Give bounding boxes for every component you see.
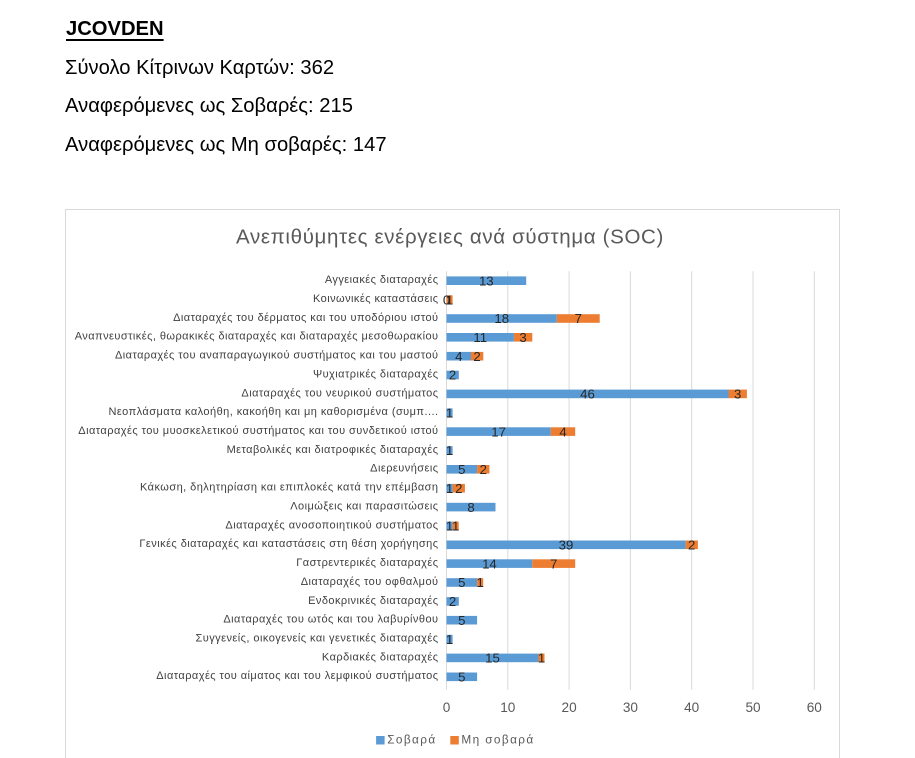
svg-text:17: 17 xyxy=(491,424,506,439)
svg-text:1: 1 xyxy=(446,443,453,458)
svg-text:5: 5 xyxy=(458,613,465,628)
svg-text:Ψυχιατρικές διαταραχές: Ψυχιατρικές διαταραχές xyxy=(313,368,439,380)
svg-text:Νεοπλάσματα καλοήθη, κακοήθη κ: Νεοπλάσματα καλοήθη, κακοήθη και μη καθο… xyxy=(108,406,438,418)
svg-text:Διαταραχές του ωτός και του λα: Διαταραχές του ωτός και του λαβυρίνθου xyxy=(223,614,438,626)
svg-text:Διαταραχές του αίματος και του: Διαταραχές του αίματος και του λεμφικού … xyxy=(156,670,438,682)
svg-text:2: 2 xyxy=(480,462,487,477)
svg-text:18: 18 xyxy=(494,311,509,326)
svg-text:Σοβαρά: Σοβαρά xyxy=(387,733,436,747)
svg-text:3: 3 xyxy=(519,330,526,345)
svg-text:Αγγειακές διαταραχές: Αγγειακές διαταραχές xyxy=(325,274,439,286)
svg-text:Ενδοκρινικές διαταραχές: Ενδοκρινικές διαταραχές xyxy=(308,595,438,607)
svg-text:Ανεπιθύμητες ενέργειες ανά σύσ: Ανεπιθύμητες ενέργειες ανά σύστημα (SOC) xyxy=(236,226,664,249)
svg-text:2: 2 xyxy=(688,538,695,553)
svg-text:Μεταβολικές και διατροφικές δι: Μεταβολικές και διατροφικές διαταραχές xyxy=(227,444,439,456)
svg-text:11: 11 xyxy=(473,330,487,345)
svg-text:40: 40 xyxy=(684,700,700,715)
svg-text:Διαταραχές του μυοσκελετικού σ: Διαταραχές του μυοσκελετικού συστήματος … xyxy=(78,425,438,437)
svg-text:Συγγενείς, οικογενείς και γενε: Συγγενείς, οικογενείς και γενετικές διατ… xyxy=(196,633,439,645)
svg-text:8: 8 xyxy=(467,500,474,515)
svg-text:1: 1 xyxy=(446,292,453,307)
svg-text:Κάκωση, δηλητηρίαση και επιπλο: Κάκωση, δηλητηρίαση και επιπλοκές κατά τ… xyxy=(140,482,438,494)
svg-text:2: 2 xyxy=(455,481,462,496)
svg-text:5: 5 xyxy=(458,462,465,477)
svg-text:60: 60 xyxy=(807,700,823,715)
svg-text:Κοινωνικές καταστάσεις: Κοινωνικές καταστάσεις xyxy=(313,293,439,305)
svg-text:Λοιμώξεις και παρασιτώσεις: Λοιμώξεις και παρασιτώσεις xyxy=(290,500,438,512)
svg-text:30: 30 xyxy=(623,700,639,715)
svg-text:Διερευνήσεις: Διερευνήσεις xyxy=(370,463,438,475)
svg-text:20: 20 xyxy=(562,700,578,715)
svg-text:5: 5 xyxy=(458,670,465,685)
svg-text:39: 39 xyxy=(559,538,574,553)
svg-text:1: 1 xyxy=(446,405,453,420)
svg-text:Διαταραχές του δέρματος και το: Διαταραχές του δέρματος και του υποδόριο… xyxy=(173,312,438,324)
svg-text:Καρδιακές διαταραχές: Καρδιακές διαταραχές xyxy=(322,651,439,663)
svg-text:Διαταραχές του νευρικού συστήμ: Διαταραχές του νευρικού συστήματος xyxy=(241,387,438,399)
svg-text:2: 2 xyxy=(449,368,456,383)
svg-text:13: 13 xyxy=(479,273,494,288)
svg-text:Διαταραχές ανοσοποιητικού συστ: Διαταραχές ανοσοποιητικού συστήματος xyxy=(225,519,438,531)
svg-text:0: 0 xyxy=(443,292,450,307)
svg-text:50: 50 xyxy=(745,700,761,715)
svg-text:3: 3 xyxy=(734,387,741,402)
svg-text:1: 1 xyxy=(452,519,459,534)
svg-text:Μη σοβαρά: Μη σοβαρά xyxy=(461,733,534,747)
svg-text:4: 4 xyxy=(455,349,462,364)
svg-text:1: 1 xyxy=(446,632,453,647)
svg-text:2: 2 xyxy=(473,349,480,364)
svg-text:Διαταραχές του οφθαλμού: Διαταραχές του οφθαλμού xyxy=(301,576,439,588)
svg-text:Γενικές διαταραχές και καταστά: Γενικές διαταραχές και καταστάσεις στη θ… xyxy=(139,538,438,550)
svg-text:7: 7 xyxy=(575,311,582,326)
svg-text:Αναπνευστικές, θωρακικές διατα: Αναπνευστικές, θωρακικές διαταραχές και … xyxy=(75,331,439,343)
svg-text:5: 5 xyxy=(458,575,465,590)
svg-text:15: 15 xyxy=(485,651,500,666)
svg-text:10: 10 xyxy=(500,700,516,715)
svg-text:4: 4 xyxy=(559,424,566,439)
svg-text:Διαταραχές του αναπαραγωγικού: Διαταραχές του αναπαραγωγικού συστήματος… xyxy=(115,350,439,362)
svg-text:7: 7 xyxy=(550,556,557,571)
svg-text:Γαστρεντερικές διαταραχές: Γαστρεντερικές διαταραχές xyxy=(296,557,438,569)
svg-text:0: 0 xyxy=(443,700,451,715)
svg-text:1: 1 xyxy=(477,575,484,590)
svg-text:14: 14 xyxy=(482,556,497,571)
svg-text:1: 1 xyxy=(446,481,453,496)
svg-text:1: 1 xyxy=(446,519,453,534)
svg-text:2: 2 xyxy=(449,594,456,609)
svg-text:46: 46 xyxy=(580,387,595,402)
svg-text:1: 1 xyxy=(538,651,545,666)
